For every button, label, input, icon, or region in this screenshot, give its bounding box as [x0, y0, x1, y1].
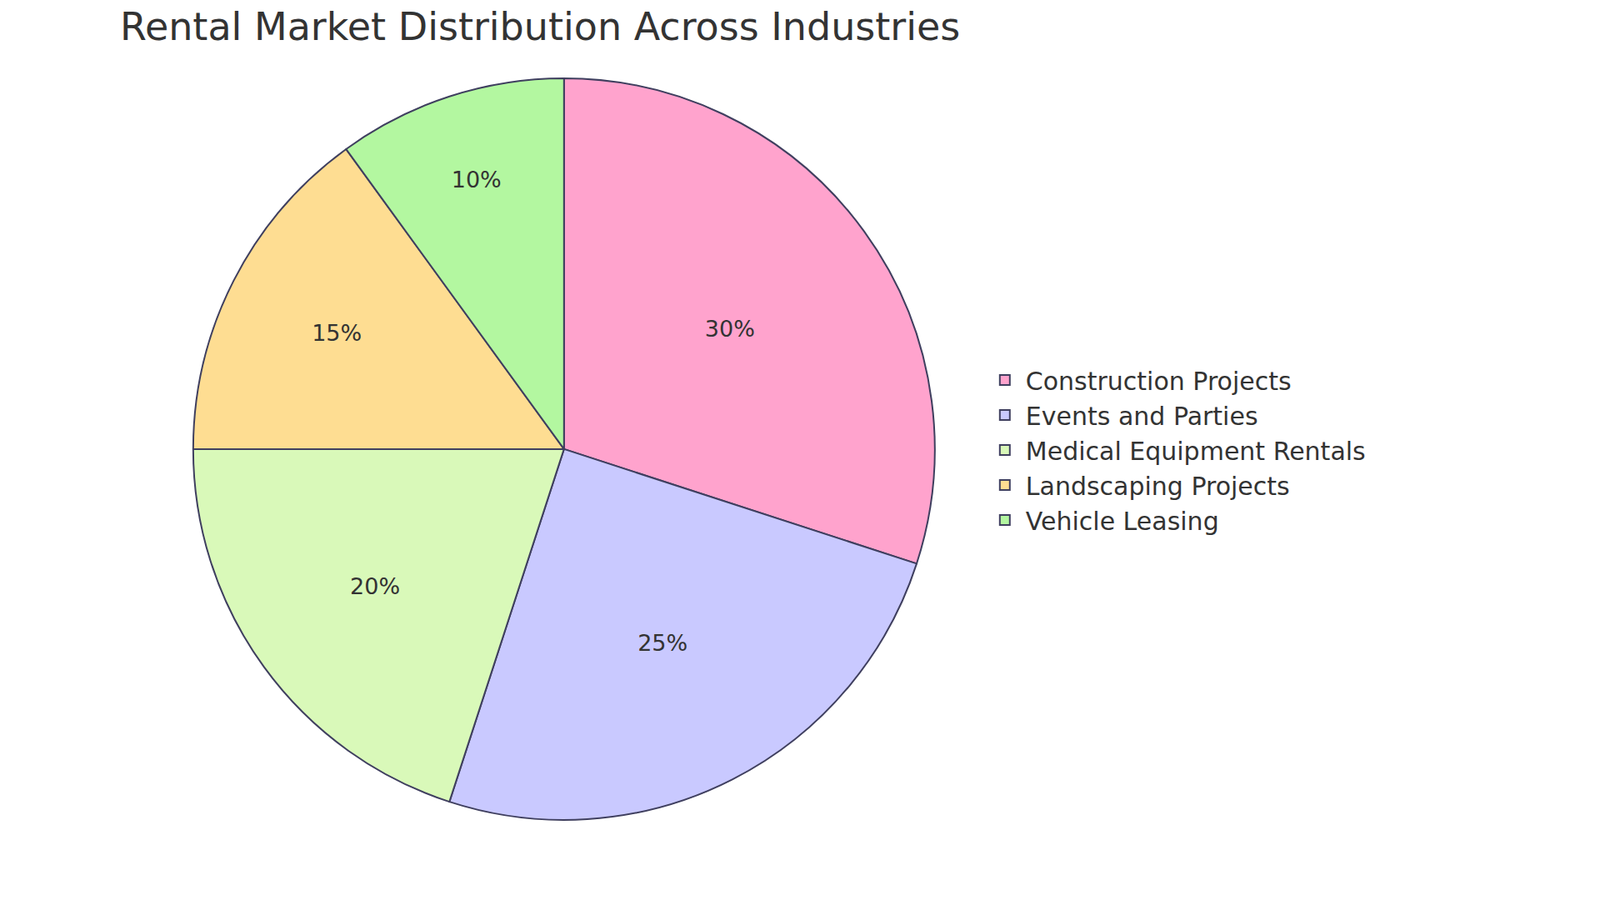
svg-text:Events and Parties: Events and Parties — [1025, 401, 1259, 431]
svg-text:10%: 10% — [451, 166, 502, 193]
svg-text:Landscaping Projects: Landscaping Projects — [1025, 471, 1290, 501]
svg-text:15%: 15% — [311, 320, 362, 346]
svg-text:20%: 20% — [350, 573, 400, 600]
svg-text:Medical Equipment Rentals: Medical Equipment Rentals — [1025, 436, 1366, 466]
svg-text:25%: 25% — [637, 630, 688, 656]
svg-text:30%: 30% — [705, 315, 755, 342]
svg-text:Rental Market Distribution Acr: Rental Market Distribution Across Indust… — [120, 4, 960, 50]
svg-text:Construction Projects: Construction Projects — [1025, 366, 1292, 396]
svg-text:Vehicle Leasing: Vehicle Leasing — [1025, 506, 1220, 536]
